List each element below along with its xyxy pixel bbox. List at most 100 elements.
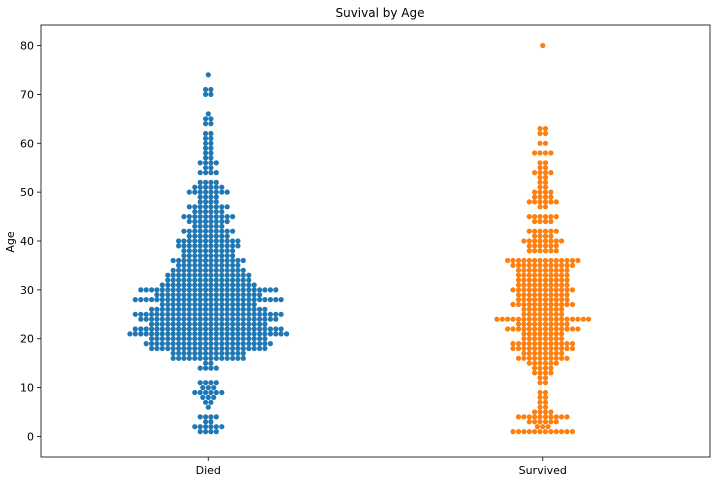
data-point-died [203,165,209,171]
data-point-died [213,194,219,200]
data-point-died [278,326,284,332]
data-point-died [203,194,209,200]
data-point-died [230,257,236,264]
data-point-survived [526,345,532,352]
data-point-survived [553,214,559,220]
data-point-died [176,331,182,337]
data-point-died [181,287,187,293]
data-point-died [170,282,176,288]
data-point-survived [542,297,549,303]
data-point-survived [542,160,549,166]
data-point-survived [553,243,559,249]
data-point-died [267,297,273,303]
data-point-died [186,248,192,254]
data-point-survived [532,336,538,342]
data-point-died [192,243,198,249]
data-point-died [213,262,219,268]
data-point-survived [515,301,522,308]
data-point-died [203,160,209,166]
data-point-survived [548,365,554,371]
data-point-died [224,248,230,254]
data-point-survived [532,194,538,200]
data-point-died [208,311,214,317]
data-point-died [251,297,257,303]
data-point-survived [553,326,559,332]
data-point-died [262,345,268,352]
data-point-survived [542,301,549,308]
data-point-survived [548,297,554,303]
data-point-died [197,355,203,361]
data-point-survived [537,331,543,337]
data-point-died [181,262,187,268]
data-point-survived [537,394,543,400]
data-point-survived [542,336,549,342]
data-point-survived [553,228,559,234]
data-point-survived [537,184,543,190]
data-point-died [251,311,257,317]
data-point-died [170,341,176,347]
data-point-survived [553,282,559,288]
data-point-survived [515,277,522,283]
data-point-died [235,326,241,332]
data-point-died [186,257,192,264]
data-point-died [262,321,268,327]
data-point-survived [559,345,565,352]
x-tick-label-survived: Survived [519,464,567,477]
data-point-died [170,345,176,352]
data-point-survived [553,277,559,283]
data-point-survived [553,199,559,205]
data-point-died [235,287,241,293]
data-point-died [251,316,257,322]
data-point-survived [564,282,570,288]
data-point-died [176,243,182,249]
data-point-died [197,199,203,205]
data-point-died [208,194,214,200]
data-point-died [176,336,182,342]
data-point-died [208,243,214,249]
data-point-died [203,331,209,337]
data-point-survived [532,331,538,337]
data-point-survived [526,297,532,303]
data-point-died [213,287,219,293]
data-point-died [213,292,219,298]
data-point-died [192,321,198,327]
data-point-died [240,277,246,283]
data-point-died [192,350,198,356]
data-point-died [186,341,192,347]
data-point-died [213,282,219,288]
data-point-died [186,287,192,293]
data-point-survived [537,150,543,156]
data-point-died [213,204,219,210]
data-point-died [192,301,198,308]
data-point-died [208,350,214,356]
data-point-died [213,277,219,283]
data-point-died [251,287,257,293]
data-point-survived [569,429,576,435]
data-point-died [267,341,273,347]
data-point-died [219,292,225,298]
data-point-survived [542,204,549,210]
data-point-survived [542,394,549,400]
data-point-died [208,233,214,239]
data-point-survived [515,297,522,303]
data-point-died [186,277,192,283]
data-point-survived [569,316,576,322]
data-point-died [257,311,263,317]
data-point-died [203,277,209,283]
data-point-survived [510,429,516,435]
data-point-died [235,341,241,347]
data-point-died [170,306,176,312]
data-point-survived [559,301,565,308]
data-point-survived [526,321,532,327]
data-point-died [138,331,144,337]
data-point-died [165,316,171,322]
data-point-survived [548,311,554,317]
data-point-survived [537,218,543,225]
data-point-died [165,301,171,308]
data-point-survived [559,311,565,317]
data-point-died [246,297,252,303]
data-point-survived [537,130,543,137]
data-point-survived [537,306,543,312]
data-point-survived [569,326,576,332]
